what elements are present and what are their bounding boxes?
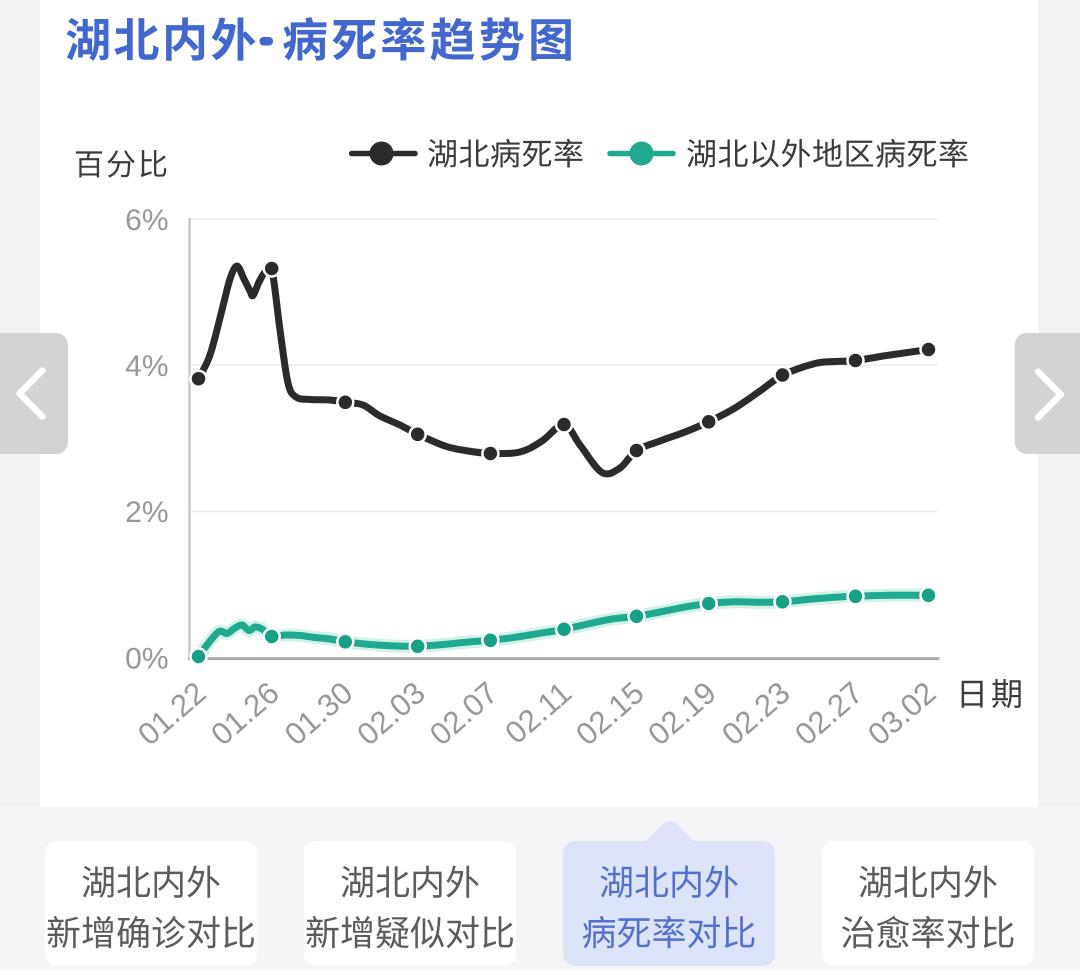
svg-text:0%: 0% (125, 642, 168, 675)
svg-text:6%: 6% (125, 204, 168, 237)
svg-text:4%: 4% (125, 350, 168, 383)
svg-text:2%: 2% (125, 496, 168, 529)
